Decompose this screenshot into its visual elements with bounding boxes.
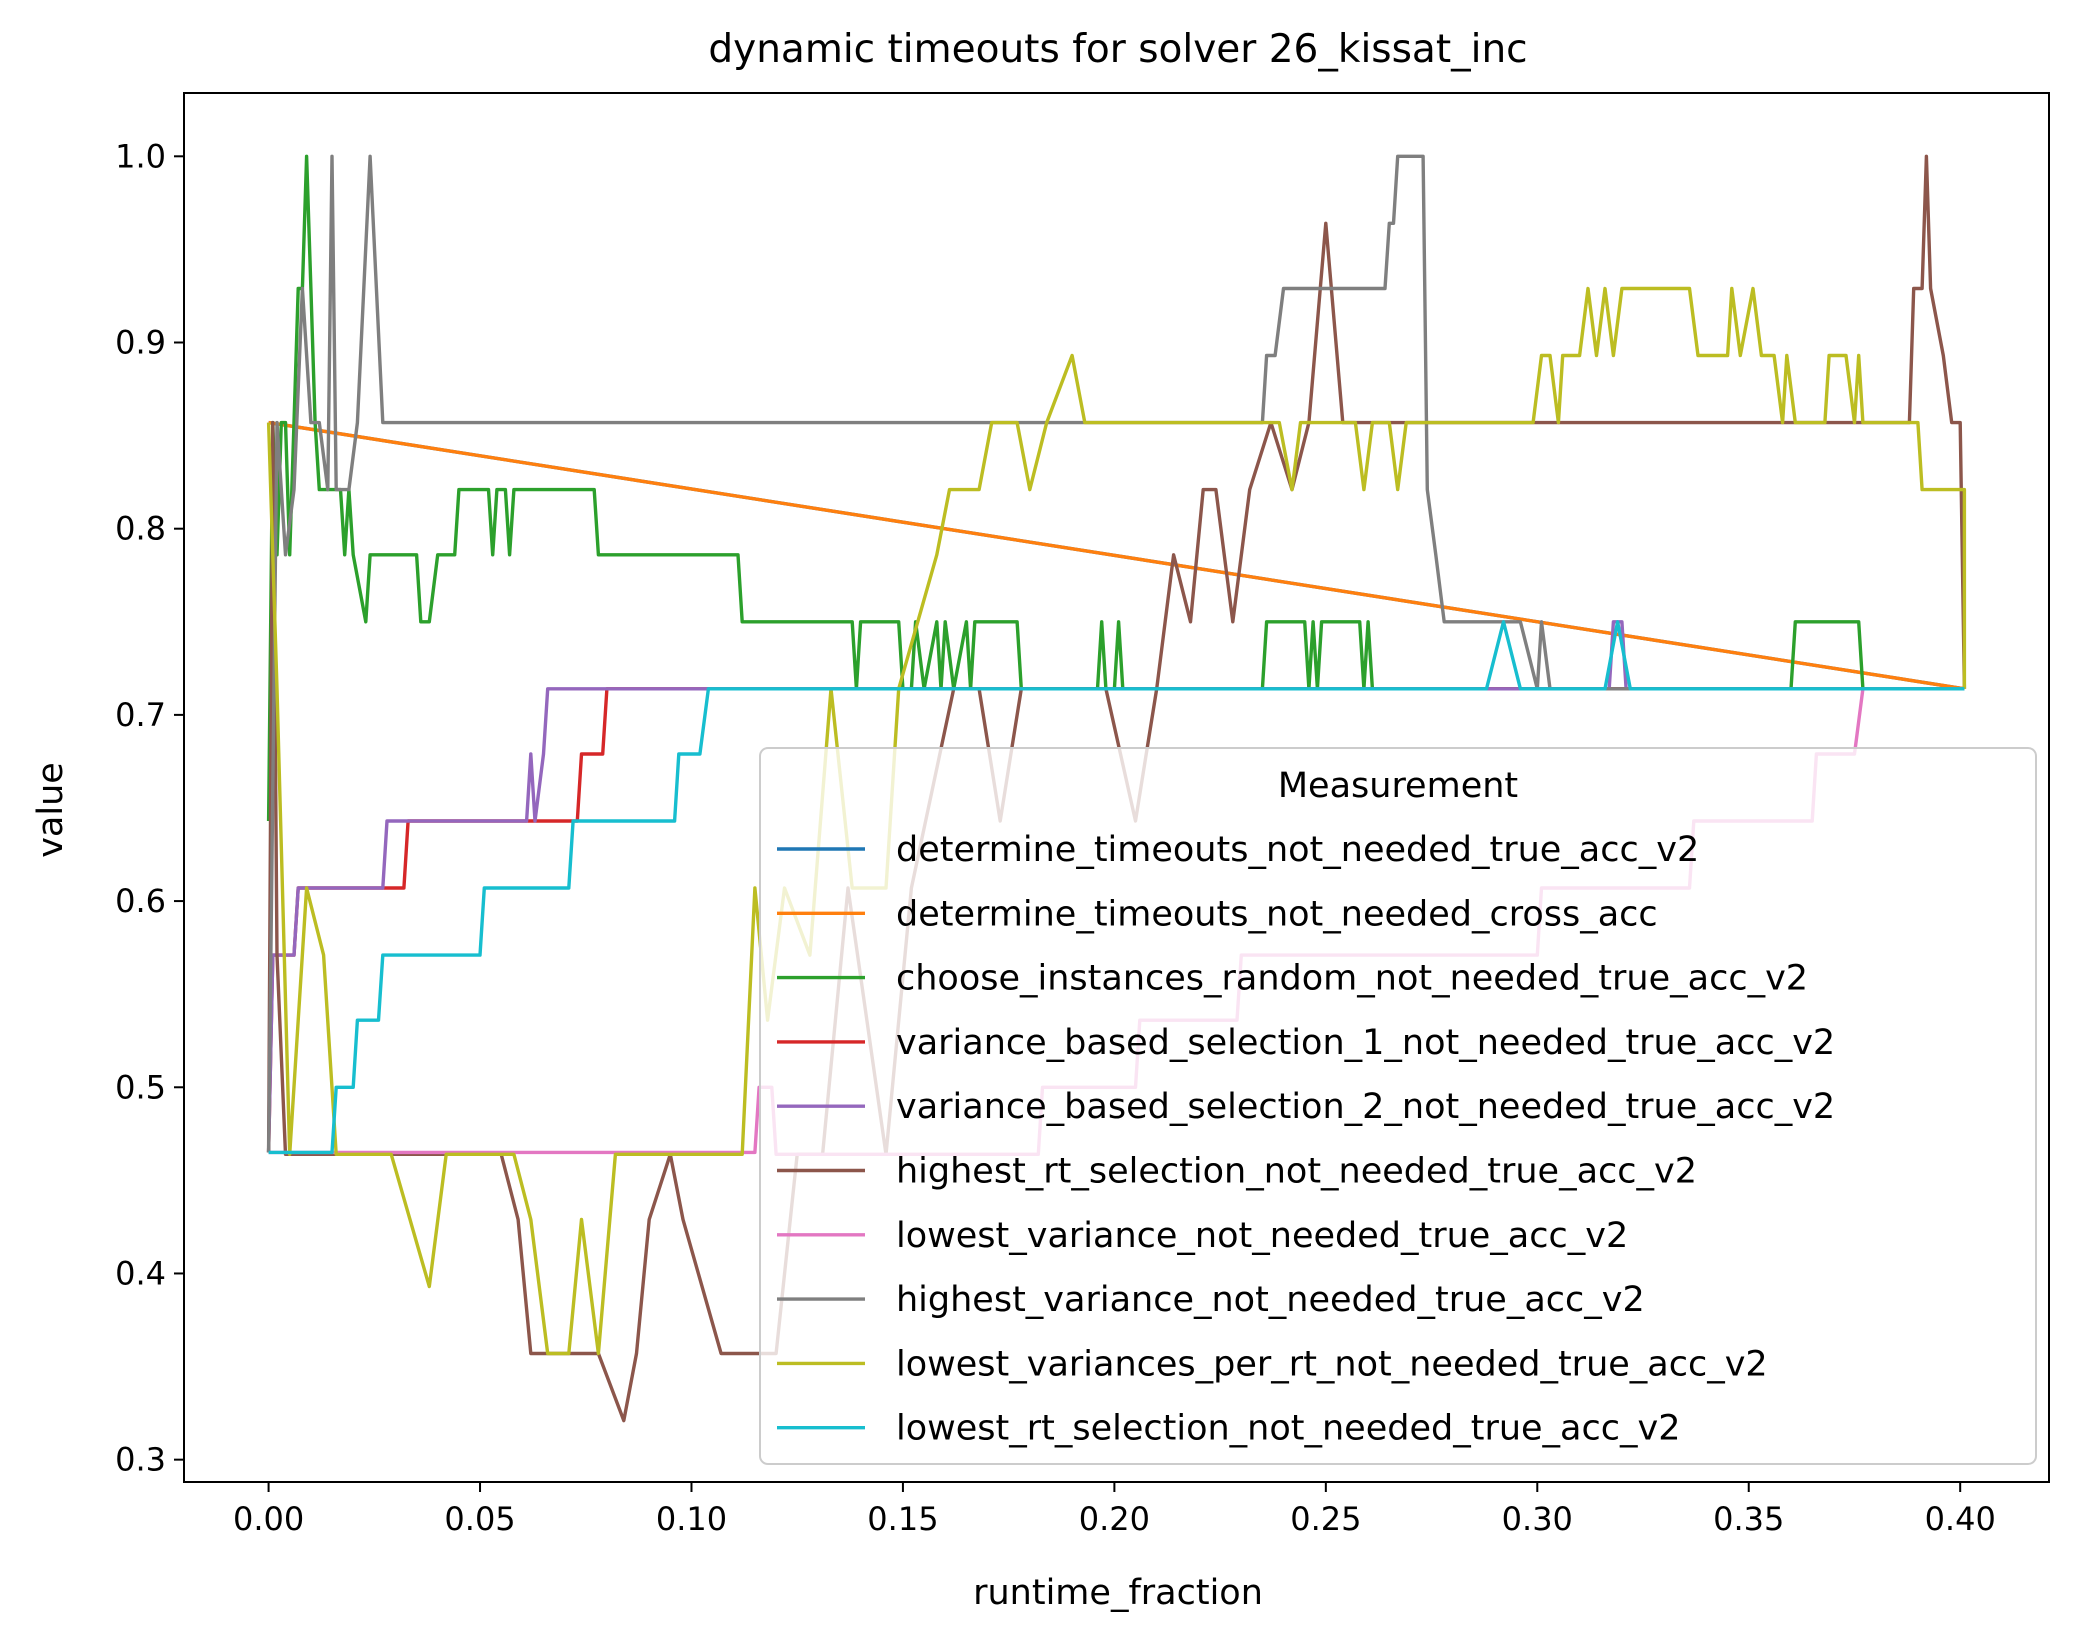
x-tick-label: 0.30 bbox=[1502, 1500, 1573, 1538]
series-line-9 bbox=[266, 286, 1967, 1356]
x-tick-label: 0.05 bbox=[444, 1500, 515, 1538]
legend-label: determine_timeouts_not_needed_cross_acc bbox=[896, 894, 1658, 934]
legend-label: lowest_variances_per_rt_not_needed_true_… bbox=[896, 1344, 1768, 1384]
legend-label: variance_based_selection_1_not_needed_tr… bbox=[896, 1023, 1835, 1063]
y-tick-label: 0.7 bbox=[115, 696, 166, 734]
x-tick-label: 0.10 bbox=[656, 1500, 727, 1538]
y-axis-label: value bbox=[31, 762, 71, 858]
legend-label: choose_instances_random_not_needed_true_… bbox=[896, 959, 1808, 999]
legend-items: determine_timeouts_not_needed_true_acc_v… bbox=[777, 830, 1835, 1449]
chart-title: dynamic timeouts for solver 26_kissat_in… bbox=[708, 27, 1527, 72]
x-tick-label: 0.20 bbox=[1079, 1500, 1150, 1538]
x-axis-ticks: 0.00 0.05 0.10 0.15 0.20 0.25 0.30 0.35 0.40 bbox=[233, 1482, 1996, 1538]
legend-label: highest_rt_selection_not_needed_true_acc… bbox=[896, 1152, 1697, 1192]
series-line-8 bbox=[266, 154, 1965, 1153]
x-tick-label: 0.35 bbox=[1713, 1500, 1784, 1538]
x-axis-label: runtime_fraction bbox=[973, 1573, 1263, 1613]
legend-label: lowest_rt_selection_not_needed_true_acc_… bbox=[896, 1409, 1680, 1449]
legend-frame bbox=[759, 747, 2037, 1465]
y-tick-label: 0.5 bbox=[115, 1068, 166, 1106]
y-tick-label: 1.0 bbox=[115, 137, 166, 175]
x-tick-label: 0.40 bbox=[1925, 1500, 1996, 1538]
x-tick-label: 0.25 bbox=[1290, 1500, 1361, 1538]
legend-label: determine_timeouts_not_needed_true_acc_v… bbox=[896, 830, 1699, 870]
legend-label: highest_variance_not_needed_true_acc_v2 bbox=[896, 1280, 1645, 1320]
y-tick-label: 0.3 bbox=[115, 1441, 166, 1479]
y-tick-label: 0.4 bbox=[115, 1254, 166, 1292]
x-tick-label: 0.00 bbox=[233, 1500, 304, 1538]
y-tick-label: 0.8 bbox=[115, 510, 166, 548]
legend-label: lowest_variance_not_needed_true_acc_v2 bbox=[896, 1216, 1628, 1256]
x-tick-label: 0.15 bbox=[867, 1500, 938, 1538]
series-line-10 bbox=[268, 620, 1965, 1155]
series-line-2 bbox=[268, 420, 1965, 691]
legend-title: Measurement bbox=[1278, 766, 1518, 806]
y-axis-ticks: 0.3 0.4 0.5 0.6 0.7 0.8 0.9 1.0 bbox=[115, 137, 184, 1479]
y-tick-label: 0.9 bbox=[115, 323, 166, 361]
plot-frame bbox=[183, 92, 2050, 1483]
y-tick-label: 0.6 bbox=[115, 882, 166, 920]
legend-label: variance_based_selection_2_not_needed_tr… bbox=[896, 1087, 1835, 1127]
legend: Measurement determine_timeouts_not_neede… bbox=[759, 747, 2037, 1465]
